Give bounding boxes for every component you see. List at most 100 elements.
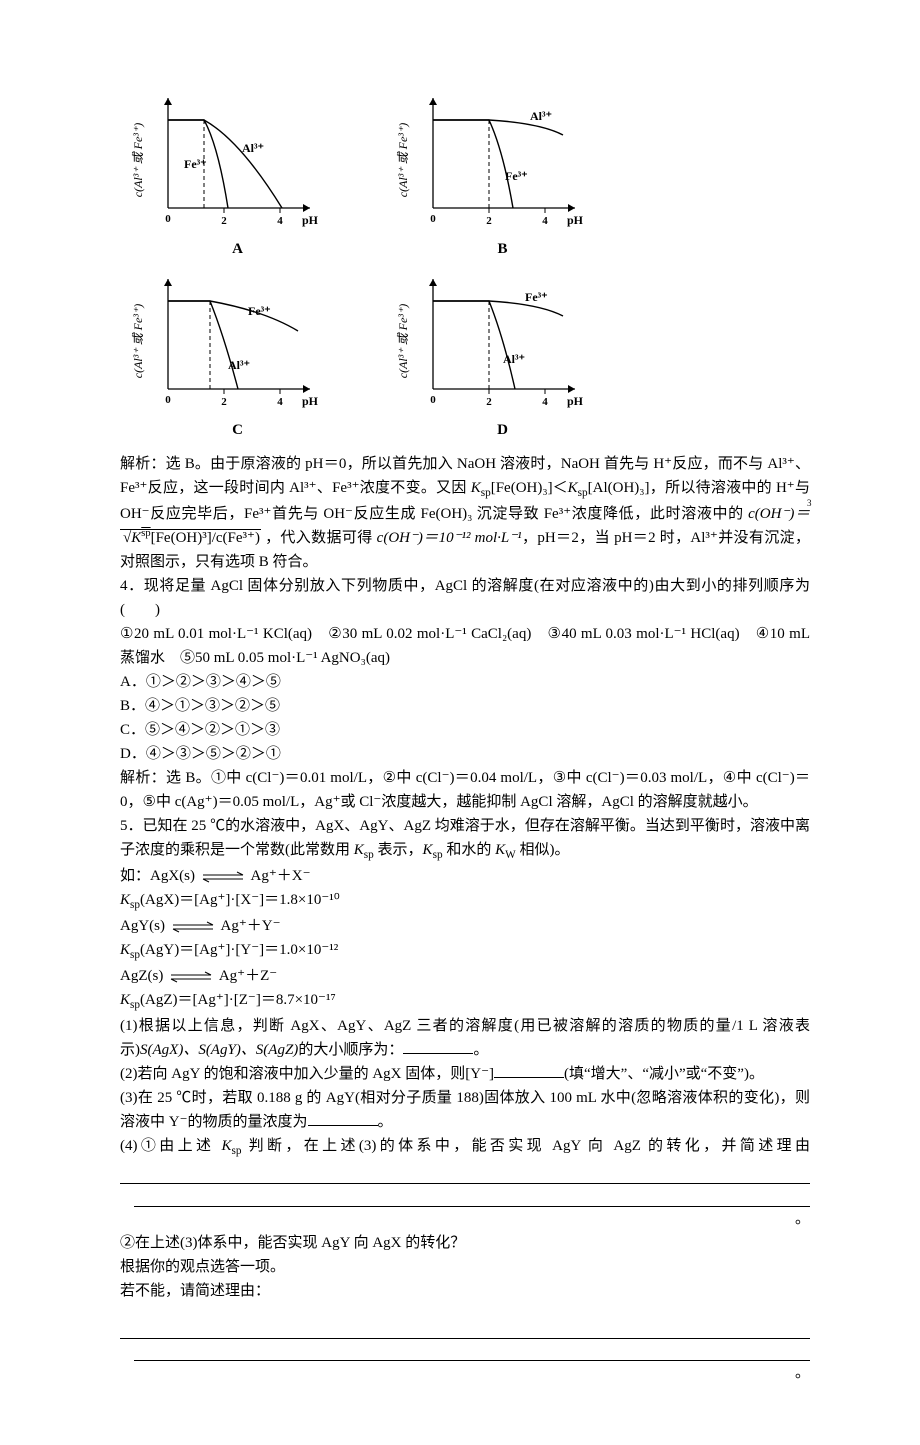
answer-blank[interactable] bbox=[308, 1110, 378, 1126]
q5-part2: (2)若向 AgY 的饱和溶液中加入少量的 AgX 固体，则[Y⁻] (填“增大”… bbox=[120, 1062, 810, 1086]
q3-aloh3: [Al(OH)₃]， bbox=[588, 480, 665, 496]
q4-options-set: ①20 mL 0.01 mol·L⁻¹ KCl(aq) ②30 mL 0.02 … bbox=[120, 622, 810, 670]
q4-stem: 4．现将足量 AgCl 固体分别放入下列物质中，AgCl 的溶解度(在对应溶液中… bbox=[120, 574, 810, 622]
agx-lhs: AgX(s) bbox=[150, 868, 195, 884]
q5-eq-agx: 如：AgX(s) Ag⁺＋X⁻ bbox=[120, 864, 810, 888]
root-K: K bbox=[131, 530, 141, 546]
chart-label-D: D bbox=[385, 418, 620, 442]
chart-label-C: C bbox=[120, 418, 355, 442]
q5-ksp-2: K bbox=[423, 842, 433, 858]
svg-text:4: 4 bbox=[542, 396, 548, 408]
q5-p1end: 。 bbox=[473, 1042, 488, 1058]
q5-p4a: (4)①由上述 bbox=[120, 1138, 221, 1154]
svg-text:4: 4 bbox=[277, 396, 283, 408]
q4-explanation: 解析：选 B。①中 c(Cl⁻)＝0.01 mol/L，②中 c(Cl⁻)＝0.… bbox=[120, 766, 810, 814]
q5-p4end: 。 bbox=[795, 1211, 810, 1227]
q5-stem-b: 表示， bbox=[374, 842, 423, 858]
svg-text:c(Al³⁺ 或 Fe³⁺): c(Al³⁺ 或 Fe³⁺) bbox=[131, 123, 145, 198]
kspx-val: (AgX)＝[Ag⁺]·[X⁻]＝1.8×10⁻¹⁰ bbox=[140, 892, 340, 908]
answer-line[interactable] bbox=[134, 1339, 810, 1361]
svg-text:c(Al³⁺ 或 Fe³⁺): c(Al³⁺ 或 Fe³⁺) bbox=[131, 304, 145, 379]
svg-text:c(Al³⁺ 或 Fe³⁺): c(Al³⁺ 或 Fe³⁺) bbox=[396, 304, 410, 379]
q5-ksp-sub-2: sp bbox=[433, 849, 443, 861]
q5-ksp-1: K bbox=[354, 842, 364, 858]
answer-line[interactable] bbox=[134, 1185, 810, 1207]
q5-eq-agy: AgY(s) Ag⁺＋Y⁻ bbox=[120, 914, 810, 938]
kspz-sub: sp bbox=[130, 999, 140, 1011]
svg-text:pH: pH bbox=[567, 213, 584, 227]
svg-text:2: 2 bbox=[486, 215, 492, 227]
q5-kspy: Ksp(AgY)＝[Ag⁺]·[Y⁻]＝1.0×10⁻¹² bbox=[120, 938, 810, 964]
q5-p2b: (填“增大”、“减小”或“不变”)。 bbox=[564, 1066, 764, 1082]
chart-label-B: B bbox=[385, 237, 620, 261]
q3-feoh3: [Fe(OH)₃]＜ bbox=[491, 480, 568, 496]
kspz-k: K bbox=[120, 992, 130, 1008]
svg-text:4: 4 bbox=[542, 215, 548, 227]
ksp-sub-1: sp bbox=[481, 487, 491, 499]
equilibrium-arrow-icon bbox=[167, 970, 215, 984]
q5-part4-2: ②在上述(3)体系中，能否实现 AgY 向 AgX 的转化？ bbox=[120, 1231, 810, 1255]
svg-text:pH: pH bbox=[302, 394, 319, 408]
q5-eq-agz: AgZ(s) Ag⁺＋Z⁻ bbox=[120, 964, 810, 988]
svg-text:Al³⁺: Al³⁺ bbox=[228, 358, 250, 372]
q5-p4-4end: 。 bbox=[795, 1365, 810, 1381]
answer-line[interactable] bbox=[120, 1162, 810, 1184]
answer-blank[interactable] bbox=[494, 1062, 564, 1078]
q5-stem: 5．已知在 25 ℃的水溶液中，AgX、AgY、AgZ 均难溶于水，但存在溶解平… bbox=[120, 814, 810, 864]
svg-text:2: 2 bbox=[221, 215, 227, 227]
eq-prefix: 如： bbox=[120, 868, 150, 884]
q3-coh-val: c(OH⁻)＝10⁻¹² mol·L⁻¹ bbox=[377, 530, 522, 546]
q5-part4-1: (4)①由上述 Ksp 判断，在上述(3)的体系中，能否实现 AgY 向 AgZ… bbox=[120, 1134, 810, 1160]
q5-ksp-sub-1: sp bbox=[364, 849, 374, 861]
svg-text:Al³⁺: Al³⁺ bbox=[242, 141, 264, 155]
svg-text:Al³⁺: Al³⁺ bbox=[503, 352, 525, 366]
svg-text:0: 0 bbox=[165, 394, 171, 406]
q5-stem-c: 和水的 bbox=[443, 842, 496, 858]
svg-text:pH: pH bbox=[567, 394, 584, 408]
ksp-sub-2: sp bbox=[578, 487, 588, 499]
svg-text:pH: pH bbox=[302, 213, 319, 227]
ksp-k-2: K bbox=[568, 480, 578, 496]
agz-lhs: AgZ(s) bbox=[120, 968, 163, 984]
q5-kspz: Ksp(AgZ)＝[Ag⁺]·[Z⁻]＝8.7×10⁻¹⁷ bbox=[120, 988, 810, 1014]
q5-p4b: 判断，在上述(3)的体系中，能否实现 AgY 向 AgZ 的转化，并简述理由 bbox=[242, 1138, 810, 1154]
svg-text:2: 2 bbox=[486, 396, 492, 408]
answer-blank[interactable] bbox=[403, 1038, 473, 1054]
svg-text:Fe³⁺: Fe³⁺ bbox=[505, 169, 528, 183]
chart-C: c(Al³⁺ 或 Fe³⁺) 0 2 4 pH Fe³⁺ Al³⁺ C bbox=[120, 271, 355, 442]
agy-lhs: AgY(s) bbox=[120, 918, 165, 934]
svg-text:c(Al³⁺ 或 Fe³⁺): c(Al³⁺ 或 Fe³⁺) bbox=[396, 123, 410, 198]
q4-option-A: A．①＞②＞③＞④＞⑤ bbox=[120, 670, 810, 694]
chart-grid: c(Al³⁺ 或 Fe³⁺) 0 2 4 pH Fe³⁺ Al³⁺ A bbox=[120, 90, 620, 442]
kspy-k: K bbox=[120, 942, 130, 958]
agx-rhs: Ag⁺＋X⁻ bbox=[251, 868, 311, 884]
q5-kw: K bbox=[495, 842, 505, 858]
kspx-k: K bbox=[120, 892, 130, 908]
svg-text:0: 0 bbox=[430, 394, 436, 406]
q3-coh-eq: c(OH⁻)＝ bbox=[748, 506, 810, 522]
svg-text:2: 2 bbox=[221, 396, 227, 408]
q5-part4-3: 根据你的观点选答一项。 bbox=[120, 1255, 810, 1279]
equilibrium-arrow-icon bbox=[199, 870, 247, 884]
svg-text:0: 0 bbox=[165, 213, 171, 225]
q5-kw-sub: W bbox=[505, 849, 516, 861]
agy-rhs: Ag⁺＋Y⁻ bbox=[221, 918, 281, 934]
svg-text:Fe³⁺: Fe³⁺ bbox=[525, 290, 548, 304]
equilibrium-arrow-icon bbox=[169, 920, 217, 934]
chart-label-A: A bbox=[120, 237, 355, 261]
q4-option-C: C．⑤＞④＞②＞①＞③ bbox=[120, 718, 810, 742]
root-suffix: [Fe(OH)³]/c(Fe³⁺) bbox=[151, 530, 260, 546]
q5-p2a: (2)若向 AgY 的饱和溶液中加入少量的 AgX 固体，则[Y⁻] bbox=[120, 1066, 494, 1082]
q5-p3: (3)在 25 ℃时，若取 0.188 g 的 AgY(相对分子质量 188)固… bbox=[120, 1090, 810, 1130]
answer-line[interactable] bbox=[120, 1317, 810, 1339]
ksp-k-1: K bbox=[471, 480, 481, 496]
kspx-sub: sp bbox=[130, 899, 140, 911]
svg-text:Fe³⁺: Fe³⁺ bbox=[184, 157, 207, 171]
chart-D: c(Al³⁺ 或 Fe³⁺) 0 2 4 pH Fe³⁺ Al³⁺ D bbox=[385, 271, 620, 442]
svg-text:Al³⁺: Al³⁺ bbox=[530, 109, 552, 123]
kspy-val: (AgY)＝[Ag⁺]·[Y⁻]＝1.0×10⁻¹² bbox=[140, 942, 338, 958]
q5-p3end: 。 bbox=[378, 1114, 393, 1130]
chart-A: c(Al³⁺ 或 Fe³⁺) 0 2 4 pH Fe³⁺ Al³⁺ A bbox=[120, 90, 355, 261]
agz-rhs: Ag⁺＋Z⁻ bbox=[219, 968, 277, 984]
q5-p4-ksp: K bbox=[221, 1138, 231, 1154]
